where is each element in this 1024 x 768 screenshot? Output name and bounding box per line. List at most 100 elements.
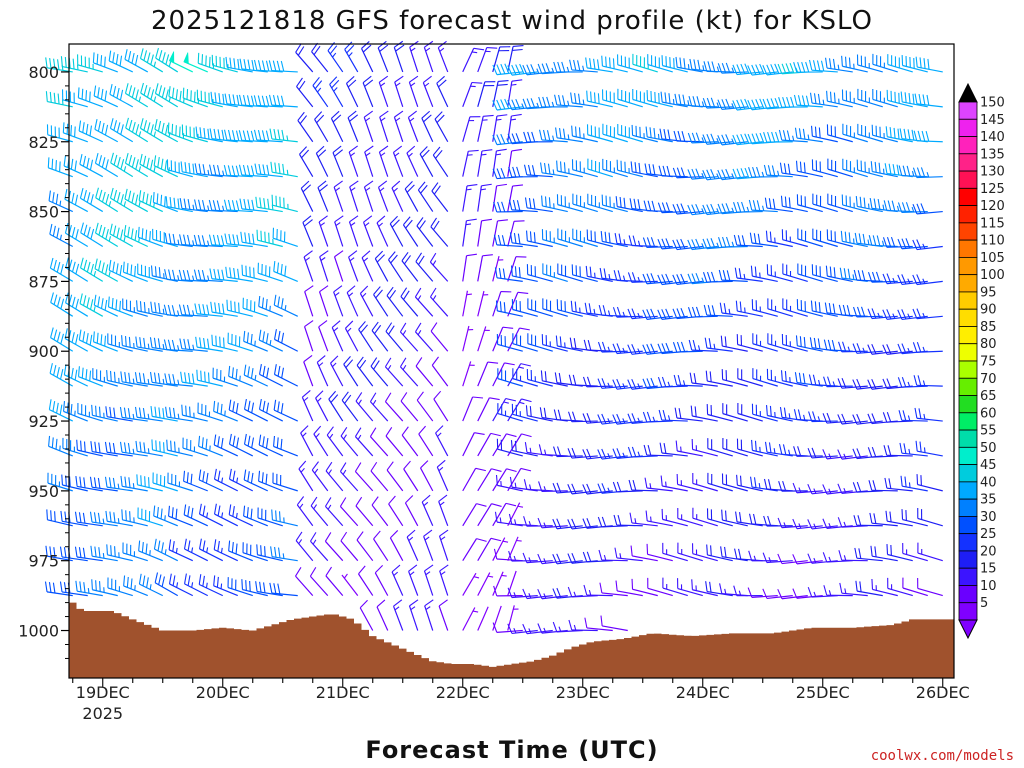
wind-barb <box>419 146 434 177</box>
wind-barb <box>63 401 88 422</box>
wind-barb <box>344 41 359 73</box>
wind-barb <box>225 266 253 282</box>
wind-barb <box>612 378 643 390</box>
wind-barb <box>340 427 359 457</box>
wind-barb <box>632 53 658 73</box>
wind-barb <box>121 509 148 527</box>
wind-barb <box>92 331 118 352</box>
wind-barb <box>597 378 628 389</box>
wind-barb <box>298 460 314 492</box>
wind-barb <box>495 300 523 317</box>
wind-barb <box>104 476 133 492</box>
wind-barb <box>80 222 104 247</box>
colorbar-label: 25 <box>980 527 997 542</box>
wind-barb <box>326 426 344 457</box>
wind-barb <box>691 543 718 562</box>
wind-barb <box>837 413 868 425</box>
y-tick-label: 925 <box>28 412 59 431</box>
wind-barb <box>325 566 344 596</box>
wind-barb <box>346 285 359 317</box>
wind-barb <box>598 549 628 562</box>
wind-barb <box>705 370 733 387</box>
wind-barb <box>324 497 344 527</box>
wind-barb <box>778 129 808 143</box>
wind-barb <box>612 413 643 425</box>
wind-barb <box>542 298 568 317</box>
wind-barb <box>541 229 568 248</box>
wind-barb <box>793 94 823 108</box>
wind-barb <box>493 585 523 597</box>
wind-barb <box>602 123 628 143</box>
wind-barb <box>312 76 329 108</box>
y-tick-label: 900 <box>28 342 59 361</box>
wind-barb <box>838 550 868 562</box>
wind-barb <box>917 542 943 562</box>
wind-barb <box>377 180 389 212</box>
colorbar-swatch <box>958 602 978 621</box>
colorbar-swatch <box>958 326 978 345</box>
wind-barb <box>434 111 449 143</box>
wind-barb <box>884 477 913 492</box>
wind-barb <box>538 129 568 143</box>
colorbar-max-arrow <box>958 82 978 103</box>
wind-barb <box>617 54 643 73</box>
wind-barb <box>430 217 449 247</box>
wind-barb <box>213 400 238 422</box>
wind-barb <box>778 480 808 492</box>
wind-barb <box>477 537 502 562</box>
wind-barb <box>309 567 329 597</box>
wind-barb <box>792 518 823 530</box>
wind-barb <box>462 361 475 387</box>
wind-barb <box>627 344 658 355</box>
wind-barb <box>318 285 329 317</box>
wind-barb <box>89 476 118 492</box>
wind-barb <box>687 203 718 216</box>
wind-barb <box>78 329 104 352</box>
colorbar-swatch <box>958 187 978 206</box>
wind-barb <box>296 496 314 527</box>
wind-barb <box>257 262 283 282</box>
wind-barb <box>764 197 793 213</box>
wind-barb <box>703 61 733 73</box>
wind-barb <box>243 505 268 527</box>
wind-barb <box>108 50 134 73</box>
wind-barb <box>153 538 179 562</box>
wind-barb <box>868 235 898 248</box>
wind-barb <box>303 355 314 387</box>
wind-barb <box>333 285 344 317</box>
wind-barb <box>94 119 119 143</box>
wind-barb <box>867 271 898 283</box>
wind-barb <box>78 120 104 143</box>
wind-barb <box>359 599 374 631</box>
wind-barb <box>253 95 283 108</box>
wind-barb <box>795 160 823 178</box>
wind-barb <box>781 229 808 248</box>
colorbar-label: 20 <box>980 544 997 559</box>
wind-barb <box>793 61 823 73</box>
wind-barb <box>140 82 164 108</box>
wind-barb <box>477 503 502 527</box>
wind-barb <box>872 88 898 108</box>
wind-barb <box>657 273 688 286</box>
colorbar-swatch <box>958 274 978 293</box>
wind-barb <box>295 531 314 562</box>
wind-barb <box>238 164 268 178</box>
wind-barb <box>568 374 598 387</box>
wind-barb <box>431 182 449 212</box>
wind-barb <box>659 442 688 457</box>
wind-barb <box>477 432 501 457</box>
wind-barb <box>718 236 748 248</box>
wind-barb <box>674 407 703 422</box>
wind-barb <box>477 254 493 282</box>
wind-barb <box>194 163 223 178</box>
wind-barb <box>917 508 943 527</box>
colorbar-swatch <box>958 343 978 362</box>
wind-barb <box>240 231 268 248</box>
wind-barb <box>258 398 284 422</box>
wind-barb <box>556 160 583 178</box>
wind-barb <box>704 337 733 352</box>
colorbar-label: 140 <box>980 130 1005 145</box>
colorbar-swatch <box>958 118 978 137</box>
wind-barb <box>477 47 498 73</box>
wind-barb <box>492 133 523 146</box>
